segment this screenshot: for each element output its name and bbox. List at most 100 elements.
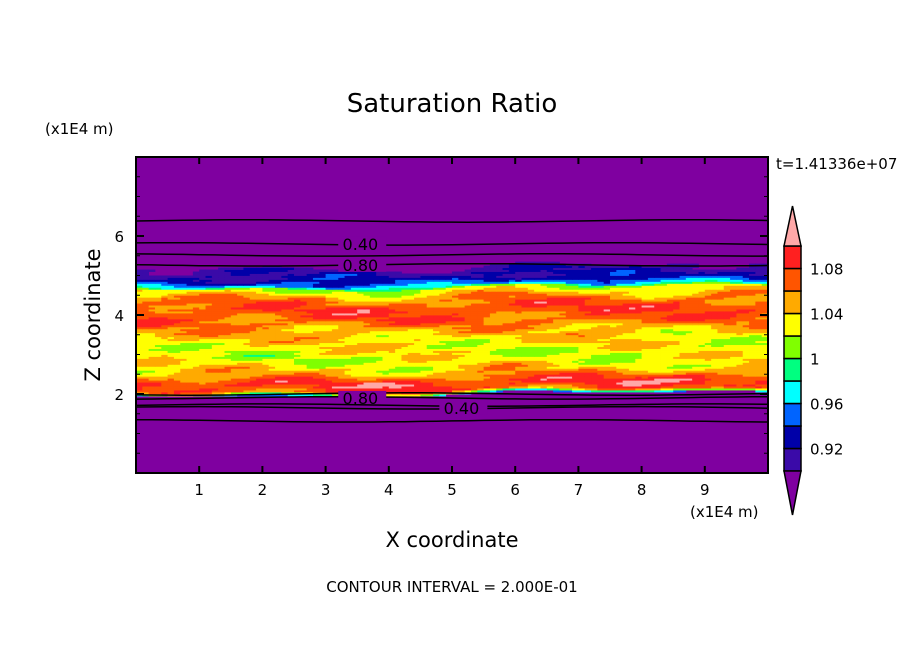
field-cell xyxy=(161,388,168,391)
field-cell xyxy=(521,334,529,338)
field-cell xyxy=(287,368,295,371)
field-cell xyxy=(142,376,150,379)
field-cell xyxy=(483,320,491,324)
field-cell xyxy=(218,309,225,312)
field-cell xyxy=(628,340,636,344)
field-cell xyxy=(395,309,402,312)
field-cell xyxy=(192,293,200,296)
field-cell xyxy=(230,380,238,383)
field-cell xyxy=(357,307,364,310)
field-cell xyxy=(445,358,453,361)
field-cell xyxy=(647,318,655,322)
field-cell xyxy=(470,342,478,346)
field-cell xyxy=(357,352,364,355)
field-cell xyxy=(723,334,731,338)
field-cell xyxy=(243,356,251,359)
field-cell xyxy=(268,362,276,365)
field-cell xyxy=(344,364,352,367)
field-cell xyxy=(154,376,162,379)
field-cell xyxy=(641,295,649,298)
field-cell xyxy=(294,295,301,298)
field-cell xyxy=(312,394,320,397)
field-cell xyxy=(148,354,156,357)
field-cell xyxy=(660,372,668,375)
field-cell xyxy=(136,388,143,391)
field-cell xyxy=(458,390,466,393)
field-cell xyxy=(723,309,731,312)
field-cell xyxy=(559,311,567,314)
field-cell xyxy=(275,376,282,379)
field-cell xyxy=(224,303,232,306)
field-cell xyxy=(489,358,497,361)
field-cell xyxy=(666,336,674,340)
field-cell xyxy=(616,328,624,332)
field-cell xyxy=(711,309,718,312)
field-cell xyxy=(180,372,187,375)
field-cell xyxy=(199,376,206,379)
field-cell xyxy=(205,388,213,391)
field-cell xyxy=(433,364,440,367)
field-cell xyxy=(610,330,617,334)
field-cell xyxy=(148,378,156,381)
field-cell xyxy=(470,390,478,393)
field-cell xyxy=(249,295,257,298)
field-cell xyxy=(452,364,459,367)
field-cell xyxy=(591,315,598,318)
field-cell xyxy=(154,392,162,395)
field-cell xyxy=(508,356,516,359)
field-cell xyxy=(616,338,624,342)
field-cell xyxy=(205,336,213,340)
field-cell xyxy=(546,356,554,359)
field-cell xyxy=(173,322,181,326)
field-cell xyxy=(154,334,162,338)
field-cell xyxy=(553,340,560,344)
field-cell xyxy=(660,358,668,361)
field-cell xyxy=(344,358,352,361)
field-cell xyxy=(211,316,219,320)
field-cell xyxy=(546,368,554,371)
field-cell xyxy=(142,313,150,316)
field-cell xyxy=(199,328,206,332)
field-cell xyxy=(388,364,396,367)
field-cell xyxy=(502,303,510,306)
field-cell xyxy=(502,311,510,314)
field-cell xyxy=(395,328,402,332)
field-cell xyxy=(306,311,314,314)
field-cell xyxy=(369,362,377,365)
field-cell xyxy=(534,311,541,314)
field-cell xyxy=(439,374,447,377)
field-cell xyxy=(515,382,522,385)
field-cell xyxy=(452,307,459,310)
field-cell xyxy=(559,322,567,326)
field-cell xyxy=(180,356,187,359)
field-cell xyxy=(641,354,649,357)
field-cell xyxy=(641,307,649,310)
field-cell xyxy=(192,311,200,314)
field-cell xyxy=(136,303,143,306)
field-cell xyxy=(470,374,478,377)
field-cell xyxy=(369,376,377,379)
field-cell xyxy=(635,368,642,371)
field-cell xyxy=(388,350,396,353)
field-cell xyxy=(458,348,466,351)
field-cell xyxy=(483,316,491,320)
field-cell xyxy=(698,364,706,367)
field-cell xyxy=(628,376,636,379)
field-cell xyxy=(211,324,219,328)
field-cell xyxy=(167,344,175,348)
field-cell xyxy=(635,295,642,298)
field-cell xyxy=(173,301,181,304)
field-cell xyxy=(647,368,655,371)
field-cell xyxy=(660,315,668,318)
field-cell xyxy=(711,305,718,308)
field-cell xyxy=(742,316,750,320)
field-cell xyxy=(218,305,225,308)
field-cell xyxy=(546,364,554,367)
field-cell xyxy=(477,364,484,367)
field-cell xyxy=(622,356,630,359)
field-cell xyxy=(439,358,447,361)
field-cell xyxy=(597,380,605,383)
field-cell xyxy=(281,332,289,336)
field-cell xyxy=(186,374,194,377)
field-cell xyxy=(294,364,301,367)
